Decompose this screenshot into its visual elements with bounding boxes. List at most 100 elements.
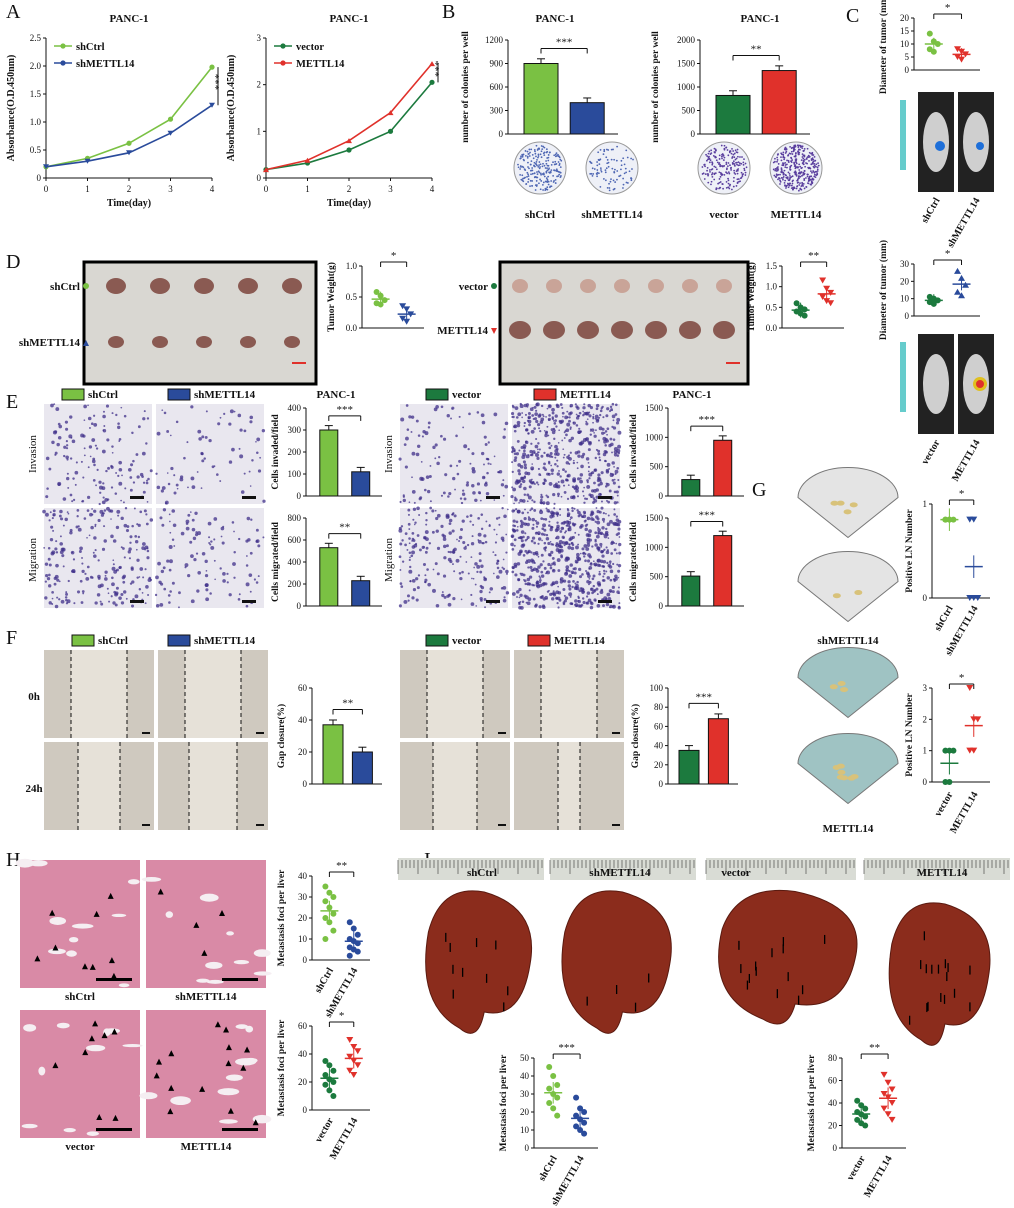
stained-cell (527, 559, 531, 563)
stained-cell (99, 600, 102, 603)
scale-bar (222, 1128, 258, 1131)
stained-cell (249, 415, 254, 420)
metastasis-marker (199, 1085, 206, 1092)
colony (779, 173, 781, 176)
colony (596, 164, 599, 167)
tumor (580, 279, 596, 293)
stained-cell (493, 572, 495, 575)
panel-letter: H (6, 849, 20, 871)
stained-cell (93, 509, 97, 513)
stained-cell (501, 507, 504, 510)
stained-cell (513, 424, 518, 429)
colony (799, 165, 802, 168)
stained-cell (96, 593, 101, 597)
y-tick-label: 20 (900, 276, 910, 286)
stained-cell (562, 588, 566, 592)
stained-cell (536, 422, 541, 427)
colony (547, 154, 550, 156)
stained-cell (540, 532, 544, 536)
stained-cell (92, 551, 95, 554)
stained-cell (458, 415, 461, 418)
series-line-vector (265, 81, 433, 171)
colony (593, 168, 596, 170)
stained-cell (549, 540, 552, 543)
colony (718, 158, 721, 160)
y-tick-label: 20 (298, 913, 308, 923)
colony (790, 147, 793, 150)
stained-cell (193, 558, 197, 562)
stained-cell (60, 547, 65, 552)
colony (526, 175, 528, 178)
stained-cell (98, 485, 103, 490)
stained-cell (156, 431, 161, 436)
stained-cell (574, 531, 577, 534)
row-label: Invasion (383, 435, 395, 473)
stained-cell (543, 528, 547, 532)
stained-cell (535, 409, 538, 412)
stained-cell (120, 601, 125, 605)
stained-cell (53, 403, 56, 406)
colony (801, 156, 804, 158)
stained-cell (87, 404, 89, 407)
stained-cell (51, 590, 54, 594)
stained-cell (426, 489, 431, 494)
stained-cell (598, 572, 602, 576)
stained-cell (159, 516, 163, 520)
stained-cell (513, 538, 517, 542)
stained-cell (98, 502, 101, 506)
scale-bar (292, 362, 306, 364)
stained-cell (247, 538, 251, 542)
colony (798, 171, 801, 174)
stained-cell (493, 412, 498, 417)
colony (798, 169, 801, 171)
row-label: METTL14 (437, 325, 488, 337)
stained-cell (521, 479, 526, 484)
stained-cell (449, 559, 453, 564)
stained-cell (114, 603, 118, 607)
wound-gap (427, 650, 483, 738)
colony (742, 161, 745, 164)
stained-cell (59, 542, 63, 546)
stained-cell (510, 412, 515, 416)
stained-cell (416, 444, 421, 449)
stained-cell (415, 577, 419, 581)
colony (718, 178, 721, 180)
stained-cell (585, 457, 590, 461)
panel-letter: D (6, 251, 20, 273)
stained-cell (123, 590, 127, 594)
stained-cell (484, 481, 488, 485)
stained-cell (597, 532, 600, 535)
stained-cell (87, 495, 91, 500)
colony (540, 156, 543, 159)
stained-cell (530, 442, 533, 445)
stained-cell (611, 451, 613, 454)
colony (790, 150, 793, 153)
stained-cell (432, 588, 436, 593)
y-axis-label: number of colonies per well (651, 31, 661, 143)
colony (539, 172, 542, 175)
stained-cell (532, 417, 535, 420)
colony (557, 155, 560, 158)
y-axis-label: Cells invaded/field (629, 414, 639, 490)
stained-cell (479, 570, 483, 574)
stained-cell (196, 471, 199, 473)
y-tick-label: 20 (520, 1107, 530, 1117)
stained-cell (516, 479, 521, 484)
y-tick-label: 1200 (485, 35, 504, 45)
x-axis-label: Time(day) (327, 198, 371, 209)
stained-cell (526, 582, 531, 586)
y-axis-label: Diameter of tumor (mm) (878, 240, 889, 340)
colony (520, 178, 523, 181)
stained-cell (598, 456, 601, 459)
y-tick-label: 1.0 (30, 117, 42, 127)
stained-cell (612, 419, 615, 422)
stained-cell (451, 408, 453, 410)
stained-cell (135, 453, 139, 456)
stained-cell (521, 600, 525, 603)
scale-bar (486, 496, 500, 499)
stained-cell (408, 542, 411, 545)
stained-cell (48, 467, 52, 471)
stained-cell (602, 579, 606, 582)
stained-cell (544, 468, 548, 472)
colony (547, 175, 550, 178)
